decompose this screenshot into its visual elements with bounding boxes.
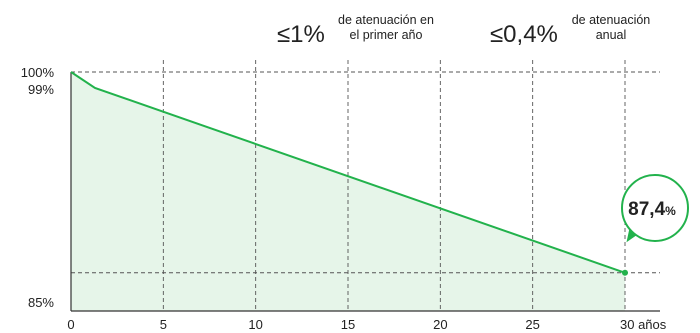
annotation-first-year: ≤1% de atenuación en el primer año — [277, 13, 434, 48]
x-tick-label-25: 25 — [525, 317, 539, 332]
y-tick-labels: 100% 99% 85% — [21, 65, 55, 310]
callout-unit: % — [665, 204, 676, 218]
y-tick-label-100: 100% — [21, 65, 55, 80]
annotation-first-year-line1: de atenuación en — [338, 13, 434, 27]
x-tick-label-0: 0 — [67, 317, 74, 332]
annotation-annual: ≤0,4% de atenuación anual — [490, 13, 650, 48]
x-tick-label-5: 5 — [160, 317, 167, 332]
x-tick-label-10: 10 — [248, 317, 262, 332]
callout-value: 87,4 — [628, 199, 665, 220]
x-tick-label-20: 20 — [433, 317, 447, 332]
x-tick-label-30: 30 años — [620, 317, 667, 332]
annotation-annual-line2: anual — [596, 28, 627, 42]
y-tick-label-85: 85% — [28, 295, 54, 310]
end-point-marker — [622, 270, 628, 276]
annotation-first-year-value: ≤1% — [277, 21, 325, 48]
annotation-annual-value: ≤0,4% — [490, 21, 558, 48]
x-tick-label-15: 15 — [341, 317, 355, 332]
annotation-annual-line1: de atenuación — [572, 13, 651, 27]
x-tick-labels: 0 5 10 15 20 25 30 años — [67, 317, 666, 332]
annotation-first-year-line2: el primer año — [350, 28, 423, 42]
y-tick-label-99: 99% — [28, 82, 54, 97]
value-callout: 87,4% — [622, 175, 688, 241]
